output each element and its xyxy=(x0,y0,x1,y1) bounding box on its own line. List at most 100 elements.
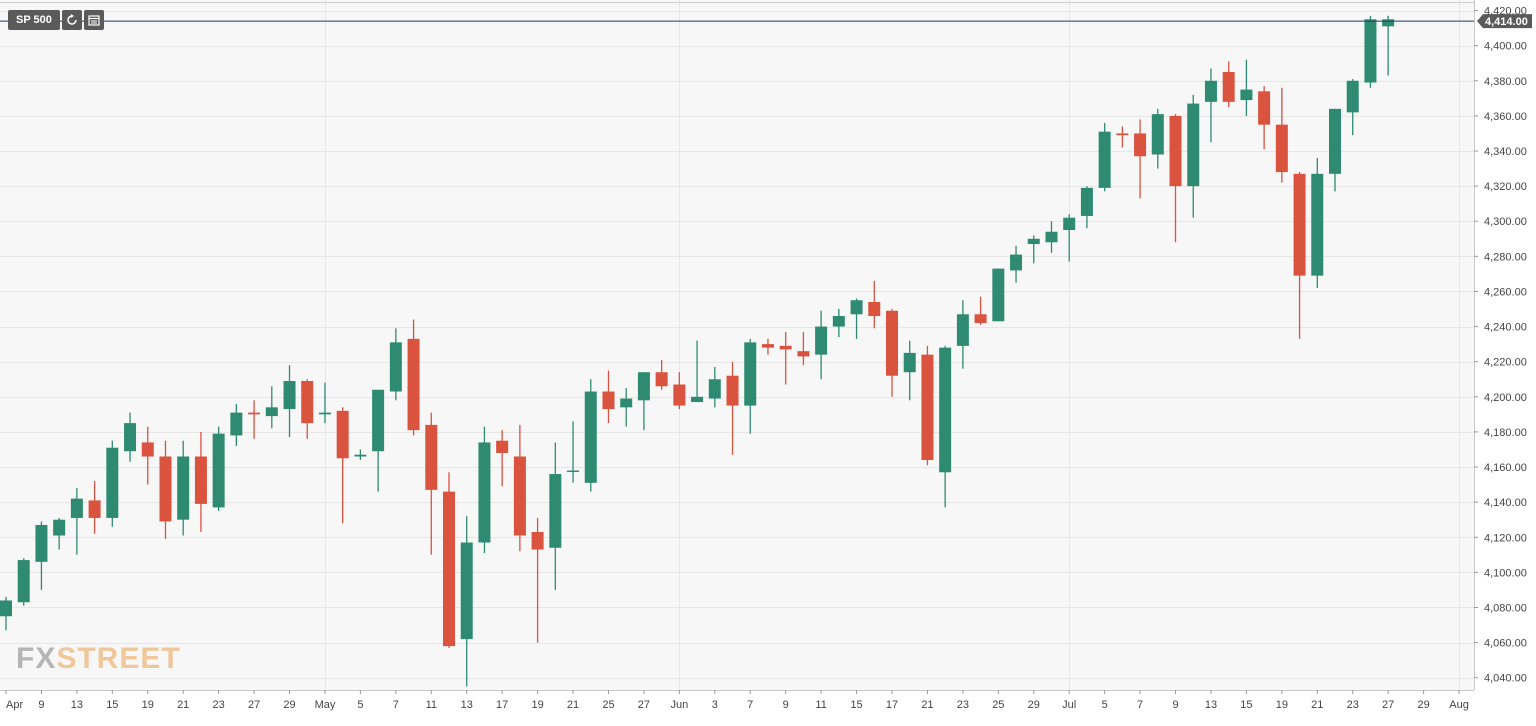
candle-up-body xyxy=(903,352,916,373)
candle-up-body xyxy=(1329,108,1341,174)
symbol-label[interactable]: SP 500 xyxy=(8,10,60,30)
x-tick-label: 13 xyxy=(71,699,83,711)
x-tick-label: 3 xyxy=(712,699,718,711)
candle-down-body xyxy=(301,380,314,424)
x-tick-label: 15 xyxy=(106,699,118,711)
candle-up-body xyxy=(265,407,278,417)
x-tick-label: 19 xyxy=(142,699,154,711)
calendar-icon xyxy=(88,15,100,26)
x-tick-label: 9 xyxy=(1172,699,1178,711)
x-tick-label: 7 xyxy=(393,699,399,711)
candle-up-body xyxy=(318,412,331,415)
refresh-icon xyxy=(67,14,77,25)
candle-up-body xyxy=(177,456,190,520)
candle-up-body xyxy=(992,268,1005,322)
y-tick-label: 4,140.00 xyxy=(1484,497,1527,509)
candle-up-body xyxy=(584,391,597,483)
candle-down-body xyxy=(407,338,420,431)
candle-down-body xyxy=(141,442,154,457)
x-tick-label: 27 xyxy=(1382,699,1394,711)
x-tick-label: 21 xyxy=(1311,699,1323,711)
candle-up-body xyxy=(460,542,473,640)
candle-down-body xyxy=(443,491,455,647)
x-tick-label: Aug xyxy=(1449,699,1469,711)
candle-down-body xyxy=(1258,91,1271,125)
x-tick-label: 11 xyxy=(815,699,826,711)
last-price-label: 4,414.00 xyxy=(1477,14,1532,29)
candle-down-body xyxy=(513,456,526,536)
candle-up-body xyxy=(1204,80,1217,102)
candles xyxy=(0,15,1395,687)
candle-up-body xyxy=(53,519,66,536)
candle-up-body xyxy=(815,326,828,355)
candle-up-body xyxy=(230,412,243,436)
candle-down-body xyxy=(673,384,686,406)
y-tick-label: 4,360.00 xyxy=(1484,111,1527,123)
candle-down-body xyxy=(88,500,101,518)
candle-down-body xyxy=(1222,71,1235,102)
candle-down-body xyxy=(425,424,438,490)
candle-down-body xyxy=(921,354,934,460)
candle-up-body xyxy=(0,600,12,617)
candle-up-body xyxy=(478,442,491,543)
last-price-label-bg xyxy=(1477,14,1532,29)
candle-down-body xyxy=(655,372,668,387)
x-tick-label: Jul xyxy=(1062,699,1076,711)
candle-down-body xyxy=(1169,115,1182,187)
candle-up-body xyxy=(744,342,757,406)
calendar-button[interactable] xyxy=(83,10,104,30)
x-tick-label: 5 xyxy=(357,699,363,711)
candle-down-body xyxy=(1116,133,1129,136)
candle-up-body xyxy=(389,342,402,392)
candle-up-body xyxy=(1240,89,1253,101)
y-tick-label: 4,400.00 xyxy=(1484,41,1527,53)
candle-up-body xyxy=(1080,187,1093,216)
candle-down-body xyxy=(761,344,774,348)
plot-background xyxy=(0,0,1474,690)
refresh-button[interactable] xyxy=(61,10,82,30)
y-tick-label: 4,260.00 xyxy=(1484,286,1527,298)
candle-down-body xyxy=(496,440,509,453)
y-tick-label: 4,160.00 xyxy=(1484,462,1527,474)
candle-down-body xyxy=(248,412,261,415)
y-tick-label: 4,380.00 xyxy=(1484,76,1527,88)
grid-lines xyxy=(0,0,1474,690)
candle-up-body xyxy=(1382,19,1395,27)
x-tick-label: 21 xyxy=(567,699,579,711)
y-tick-label: 4,280.00 xyxy=(1484,251,1527,263)
y-tick-label: 4,300.00 xyxy=(1484,216,1527,228)
candle-down-body xyxy=(336,410,349,459)
y-tick-label: 4,080.00 xyxy=(1484,602,1527,614)
x-tick-label: 19 xyxy=(531,699,543,711)
chart-toolbar: SP 500 xyxy=(8,10,104,30)
candle-down-body xyxy=(974,314,987,324)
candle-down-body xyxy=(797,351,810,357)
y-tick-label: 4,180.00 xyxy=(1484,427,1527,439)
x-tick-label: 25 xyxy=(602,699,614,711)
x-tick-label: 13 xyxy=(461,699,473,711)
x-tick-label: 11 xyxy=(426,699,437,711)
x-tick-label: 7 xyxy=(1137,699,1143,711)
candle-up-body xyxy=(1151,114,1164,155)
x-tick-label: 7 xyxy=(747,699,753,711)
x-tick-label: 29 xyxy=(283,699,295,711)
x-tick-label: 29 xyxy=(1028,699,1040,711)
candle-up-body xyxy=(70,498,83,518)
candle-up-body xyxy=(832,316,845,327)
y-tick-label: 4,200.00 xyxy=(1484,392,1527,404)
candle-up-body xyxy=(1045,231,1058,243)
candle-up-body xyxy=(35,524,48,562)
candle-up-body xyxy=(106,447,119,518)
x-axis: Apr 9 13 15 19 21 23 27 29 May 5 7 11 13 17 19 21 25 27 Jun… xyxy=(5,690,1469,711)
x-tick-label: May xyxy=(315,699,336,711)
candle-down-body xyxy=(886,310,898,376)
candle-up-body xyxy=(283,380,296,410)
x-tick-label: 17 xyxy=(496,699,508,711)
x-tick-label: 21 xyxy=(177,699,189,711)
candle-down-body xyxy=(1134,133,1147,157)
candle-up-body xyxy=(354,454,367,457)
candle-up-body xyxy=(956,314,969,346)
candle-up-body xyxy=(567,470,580,473)
